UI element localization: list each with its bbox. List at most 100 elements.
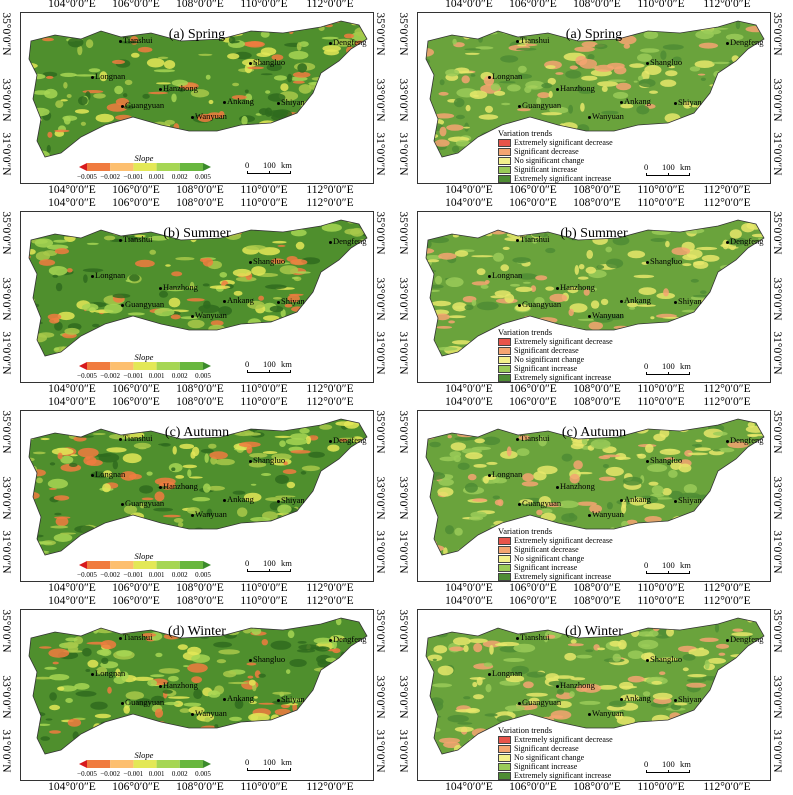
city-dot-icon — [277, 300, 280, 304]
region-outline — [28, 20, 368, 158]
city-name: Tianshui — [123, 35, 153, 45]
city-label: Dengfeng — [726, 634, 764, 644]
slope-color-swatch — [179, 760, 203, 768]
city-name: Dengfeng — [333, 236, 367, 246]
city-dot-icon — [223, 100, 226, 104]
slope-legend-title: Slope — [134, 750, 154, 760]
latitude-label: 31°0′0″N — [397, 132, 409, 176]
city-dot-icon — [556, 485, 559, 489]
trend-legend-item: No significant change — [498, 554, 613, 563]
trend-legend: Variation trends Extremely significant de… — [498, 527, 613, 581]
longitude-label: 108°0′0″E — [573, 781, 621, 793]
longitude-label: 110°0′0″E — [637, 396, 685, 408]
scale-unit: km — [680, 162, 691, 172]
latitude-label: 31°0′0″N — [374, 331, 386, 375]
city-name: Ankang — [624, 295, 651, 305]
slope-color-swatch — [133, 760, 157, 768]
trend-swatch — [498, 735, 511, 744]
city-dot-icon — [159, 485, 162, 489]
map-panel-7: 104°0′0″E 106°0′0″E 108°0′0″E 110°0′0″E 112°… — [0, 595, 396, 795]
city-name: Wanyuan — [592, 708, 624, 718]
city-label: Shangluo — [249, 256, 285, 266]
scale-distance: 100 — [662, 361, 675, 371]
city-name: Longnan — [95, 71, 126, 81]
city-name: Ankang — [624, 494, 651, 504]
city-dot-icon — [223, 697, 226, 701]
latitude-label: 33°0′0″N — [374, 675, 386, 719]
latitude-label: 33°0′0″N — [0, 675, 12, 719]
longitude-labels-bottom: 104°0′0″E 106°0′0″E 108°0′0″E 110°0′0″E 112°… — [397, 383, 793, 395]
city-name: Dengfeng — [730, 37, 764, 47]
city-name: Guangyuan — [125, 299, 165, 309]
city-dot-icon — [646, 260, 649, 264]
city-dot-icon — [726, 638, 729, 642]
city-dot-icon — [329, 41, 332, 45]
longitude-label: 104°0′0″E — [48, 396, 96, 408]
city-name: Shiyan — [281, 296, 305, 306]
trend-legend-item: Significant decrease — [498, 147, 613, 156]
longitude-label: 110°0′0″E — [240, 0, 288, 10]
slope-tick-label: 0.002 — [171, 173, 188, 181]
trend-legend-item: Significant increase — [498, 563, 613, 572]
city-label: Shiyan — [277, 296, 305, 306]
city-label: Ankang — [223, 295, 254, 305]
slope-tick-label: −0.002 — [100, 571, 121, 579]
trend-swatch — [498, 147, 511, 156]
longitude-label: 108°0′0″E — [176, 396, 224, 408]
latitude-label: 35°0′0″N — [374, 410, 386, 454]
city-label: Guangyuan — [518, 299, 561, 309]
map-frame: (d) Winter Tianshui Dengfeng Shangluo Longna… — [417, 609, 771, 781]
longitude-label: 106°0′0″E — [509, 781, 557, 793]
city-dot-icon — [488, 274, 491, 278]
trend-legend-item: No significant change — [498, 156, 613, 165]
slope-color-swatch — [156, 561, 180, 569]
longitude-label: 106°0′0″E — [509, 0, 557, 10]
slope-color-swatch — [203, 362, 211, 370]
city-label: Guangyuan — [518, 100, 561, 110]
map-frame: (b) Summer Tianshui Dengfeng Shangluo Longna… — [417, 211, 771, 383]
slope-color-swatch — [179, 163, 203, 171]
map-frame: (c) Autumn Tianshui Dengfeng Shangluo Longna… — [20, 410, 374, 582]
city-label: Ankang — [620, 494, 651, 504]
slope-legend-title: Slope — [134, 153, 154, 163]
region-map — [28, 418, 368, 556]
slope-tick-label: −0.001 — [123, 571, 144, 579]
slope-color-swatch — [156, 760, 180, 768]
trend-label: Extremely significant decrease — [514, 536, 613, 545]
longitude-label: 104°0′0″E — [445, 383, 493, 395]
scale-zero: 0 — [644, 361, 649, 371]
city-name: Tianshui — [123, 433, 153, 443]
slope-tick-label: 0.002 — [171, 770, 188, 778]
city-name: Guangyuan — [125, 697, 165, 707]
longitude-label: 112°0′0″E — [306, 396, 354, 408]
latitude-label: 31°0′0″N — [374, 530, 386, 574]
city-name: Shangluo — [650, 256, 683, 266]
latitude-label: 33°0′0″N — [397, 78, 409, 122]
longitude-label: 108°0′0″E — [573, 197, 621, 209]
longitude-label: 112°0′0″E — [306, 184, 354, 196]
city-name: Guangyuan — [125, 498, 165, 508]
latitude-label: 33°0′0″N — [397, 476, 409, 520]
city-dot-icon — [191, 712, 194, 716]
city-label: Guangyuan — [121, 299, 164, 309]
longitude-label: 104°0′0″E — [48, 184, 96, 196]
longitude-label: 108°0′0″E — [573, 184, 621, 196]
longitude-label: 104°0′0″E — [48, 582, 96, 594]
city-name: Ankang — [227, 295, 254, 305]
longitude-label: 110°0′0″E — [637, 781, 685, 793]
scale-tick — [269, 768, 270, 771]
city-dot-icon — [121, 502, 124, 506]
region-outline — [425, 418, 765, 556]
longitude-label: 110°0′0″E — [240, 396, 288, 408]
longitude-label: 106°0′0″E — [112, 197, 160, 209]
city-name: Wanyuan — [592, 509, 624, 519]
city-dot-icon — [518, 303, 521, 307]
city-label: Tianshui — [119, 433, 152, 443]
city-dot-icon — [518, 502, 521, 506]
city-dot-icon — [588, 712, 591, 716]
longitude-label: 112°0′0″E — [703, 595, 751, 607]
city-dot-icon — [518, 104, 521, 108]
longitude-label: 106°0′0″E — [112, 781, 160, 793]
city-dot-icon — [277, 499, 280, 503]
longitude-label: 106°0′0″E — [509, 184, 557, 196]
